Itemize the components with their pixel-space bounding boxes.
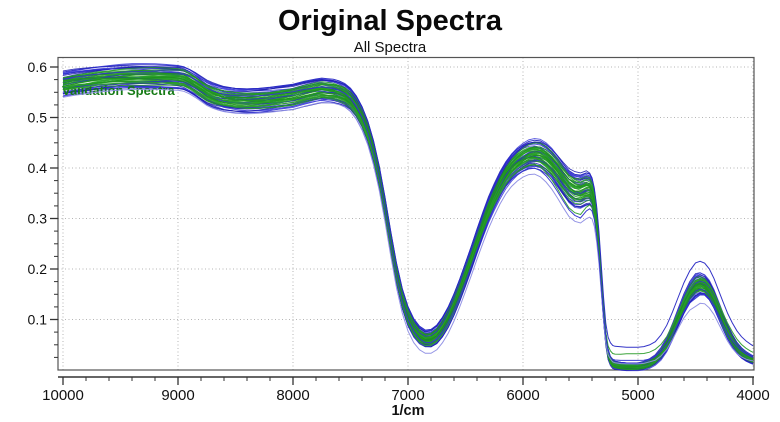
spectra-lines-outer (62, 63, 754, 372)
x-tick-label: 6000 (506, 387, 539, 404)
x-axis: 10000 9000 8000 7000 6000 5000 4000 1/cm (42, 376, 770, 419)
chart-subtitle: All Spectra (353, 39, 427, 56)
spectrum-line (62, 75, 754, 366)
y-tick-label: 0.3 (28, 211, 48, 227)
y-tick-label: 0.1 (28, 312, 48, 328)
x-tick-label: 9000 (161, 387, 194, 404)
spectrum-line (62, 72, 754, 368)
x-axis-label: 1/cm (391, 403, 424, 419)
outlier-spectrum-line (62, 88, 754, 365)
chart-title: Original Spectra (277, 5, 502, 37)
outlier-spectrum-line (62, 71, 754, 361)
y-tick-label: 0.5 (28, 110, 48, 126)
outlier-spectra (62, 64, 754, 365)
x-tick-label: 4000 (736, 387, 769, 404)
gridlines (58, 57, 754, 370)
x-tick-label: 5000 (621, 387, 654, 404)
y-tick-label: 0.6 (28, 59, 48, 75)
x-tick-label: 7000 (391, 387, 424, 404)
x-tick-label: 10000 (42, 387, 84, 404)
y-tick-label: 0.2 (28, 261, 48, 277)
x-tick-label: 8000 (276, 387, 309, 404)
y-tick-label: 0.4 (28, 160, 48, 176)
plot-frame (57, 56, 755, 371)
outlier-spectrum-line (62, 64, 754, 348)
y-axis: 0.1 0.2 0.3 0.4 0.5 0.6 (28, 59, 58, 358)
